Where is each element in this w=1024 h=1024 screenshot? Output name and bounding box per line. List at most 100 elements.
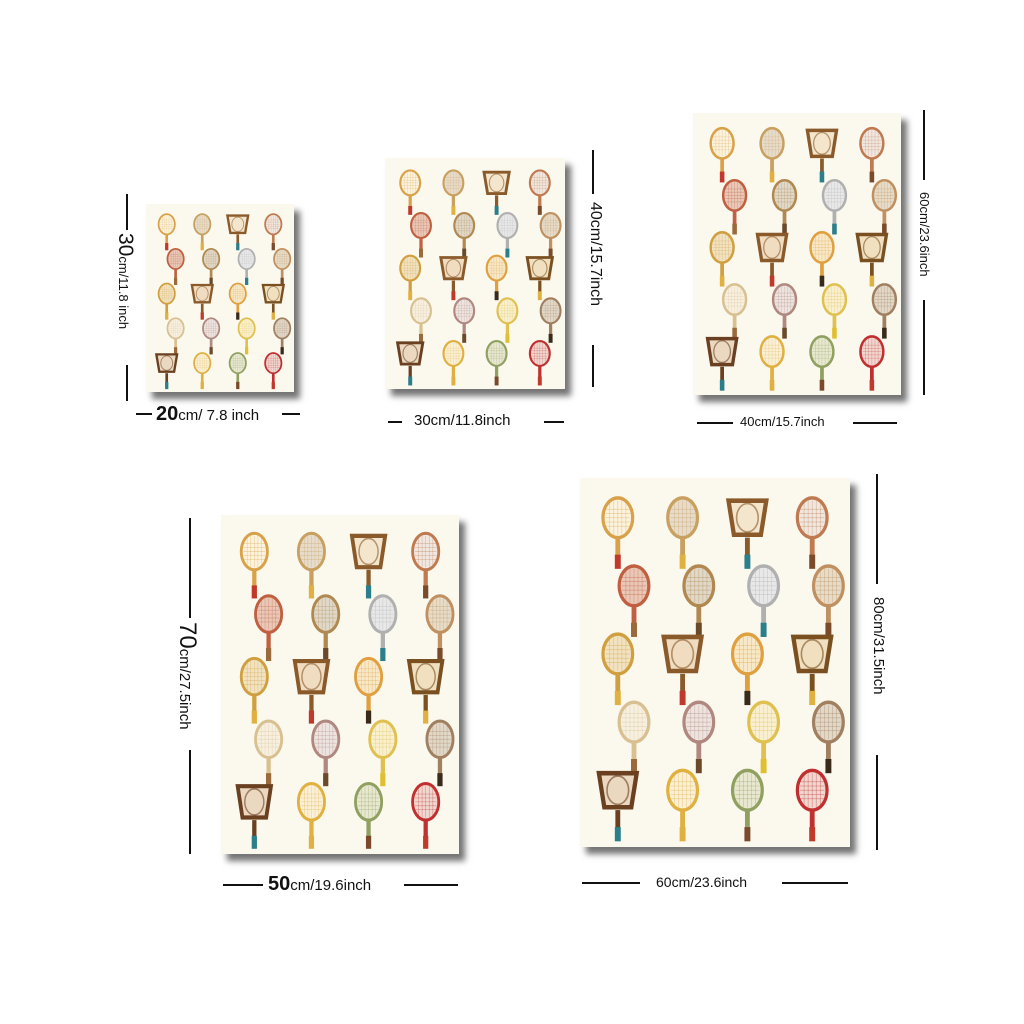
width-label-60x80: 60cm/23.6inch xyxy=(656,875,747,889)
racket xyxy=(871,178,898,235)
height-label-40x60: 60cm/23.6inch xyxy=(917,192,932,277)
racket xyxy=(154,353,179,390)
poster-60x80 xyxy=(580,478,850,847)
racket xyxy=(202,317,221,355)
width-line-left xyxy=(136,413,152,415)
racket xyxy=(809,231,835,287)
width-unit: cm/19.6inch xyxy=(290,877,372,894)
racket xyxy=(539,297,562,343)
racket xyxy=(528,339,551,386)
racket xyxy=(368,594,398,662)
width-text: 30cm/11.8inch xyxy=(414,412,511,429)
width-label-40x60: 40cm/15.7inch xyxy=(740,415,825,428)
width-text: 60cm/23.6inch xyxy=(656,874,748,890)
racket xyxy=(821,178,848,235)
racket xyxy=(292,658,331,724)
height-line-top xyxy=(923,110,925,180)
racket xyxy=(453,212,476,258)
height-label-60x80: 80cm/31.5inch xyxy=(870,597,887,695)
width-line-left xyxy=(223,884,263,886)
height-number: 30 xyxy=(114,233,137,257)
height-text: 80cm/31.5inch xyxy=(870,597,887,695)
racket xyxy=(296,531,326,599)
racket xyxy=(411,531,441,599)
racket xyxy=(709,231,735,287)
racket xyxy=(264,352,283,390)
racket xyxy=(410,297,432,343)
racket xyxy=(157,213,176,251)
racket xyxy=(406,658,445,724)
racket xyxy=(721,283,748,339)
height-line-top xyxy=(126,194,128,230)
height-line-bottom xyxy=(189,750,191,854)
poster-50x70 xyxy=(221,515,459,854)
width-number: 20 xyxy=(156,403,179,425)
racket xyxy=(254,594,284,662)
width-number: 50 xyxy=(268,873,291,895)
racket xyxy=(811,700,845,774)
racket xyxy=(399,254,422,301)
height-line-bottom xyxy=(126,365,128,401)
racket-artwork xyxy=(596,496,845,842)
racket xyxy=(617,700,651,774)
racket xyxy=(226,214,250,251)
racket xyxy=(682,564,716,637)
racket xyxy=(166,247,185,285)
racket-artwork xyxy=(705,126,898,391)
racket xyxy=(228,352,247,390)
racket xyxy=(202,247,221,285)
width-line-right xyxy=(282,413,300,415)
racket xyxy=(273,247,292,285)
racket xyxy=(442,169,465,215)
racket xyxy=(811,564,845,637)
racket xyxy=(771,178,798,235)
racket xyxy=(496,212,519,258)
racket xyxy=(790,634,834,706)
height-text: 60cm/23.6inch xyxy=(917,192,932,277)
racket xyxy=(601,632,635,706)
racket xyxy=(354,782,384,849)
racket xyxy=(439,256,468,301)
racket xyxy=(368,719,398,787)
width-line-right xyxy=(404,884,458,886)
height-label-30x40: 40cm/15.7inch xyxy=(587,202,604,306)
racket xyxy=(453,297,476,343)
height-line-bottom xyxy=(876,755,878,850)
height-line-top xyxy=(592,150,594,194)
racket xyxy=(235,784,274,849)
width-label-50x70: 50cm/19.6inch xyxy=(268,874,371,894)
racket xyxy=(311,719,341,787)
racket xyxy=(254,719,284,787)
racket xyxy=(354,656,384,724)
racket-artwork xyxy=(154,213,292,390)
height-unit: cm/11.8 inch xyxy=(116,256,131,330)
racket xyxy=(771,283,798,339)
racket xyxy=(539,212,562,258)
racket xyxy=(601,496,635,569)
width-line-left xyxy=(582,882,640,884)
racket xyxy=(166,317,185,355)
width-line-left xyxy=(697,422,733,424)
racket xyxy=(661,634,705,706)
width-line-left xyxy=(388,421,402,423)
height-number: 70 xyxy=(174,622,201,649)
racket xyxy=(859,126,885,183)
racket xyxy=(809,335,835,391)
width-line-right xyxy=(544,421,564,423)
width-unit: cm/ 7.8 inch xyxy=(178,407,260,424)
height-label-20x30: 30cm/11.8 inch xyxy=(114,233,137,330)
poster-20x30 xyxy=(146,204,294,392)
racket xyxy=(859,335,885,391)
racket xyxy=(795,768,829,842)
height-line-top xyxy=(189,518,191,618)
racket xyxy=(705,336,739,391)
racket xyxy=(855,232,889,287)
racket xyxy=(730,768,764,842)
racket xyxy=(273,317,292,355)
racket xyxy=(709,126,735,183)
racket xyxy=(296,782,326,849)
racket xyxy=(425,719,455,787)
racket xyxy=(821,283,848,339)
height-unit: cm/27.5inch xyxy=(176,648,193,730)
racket xyxy=(747,564,781,637)
